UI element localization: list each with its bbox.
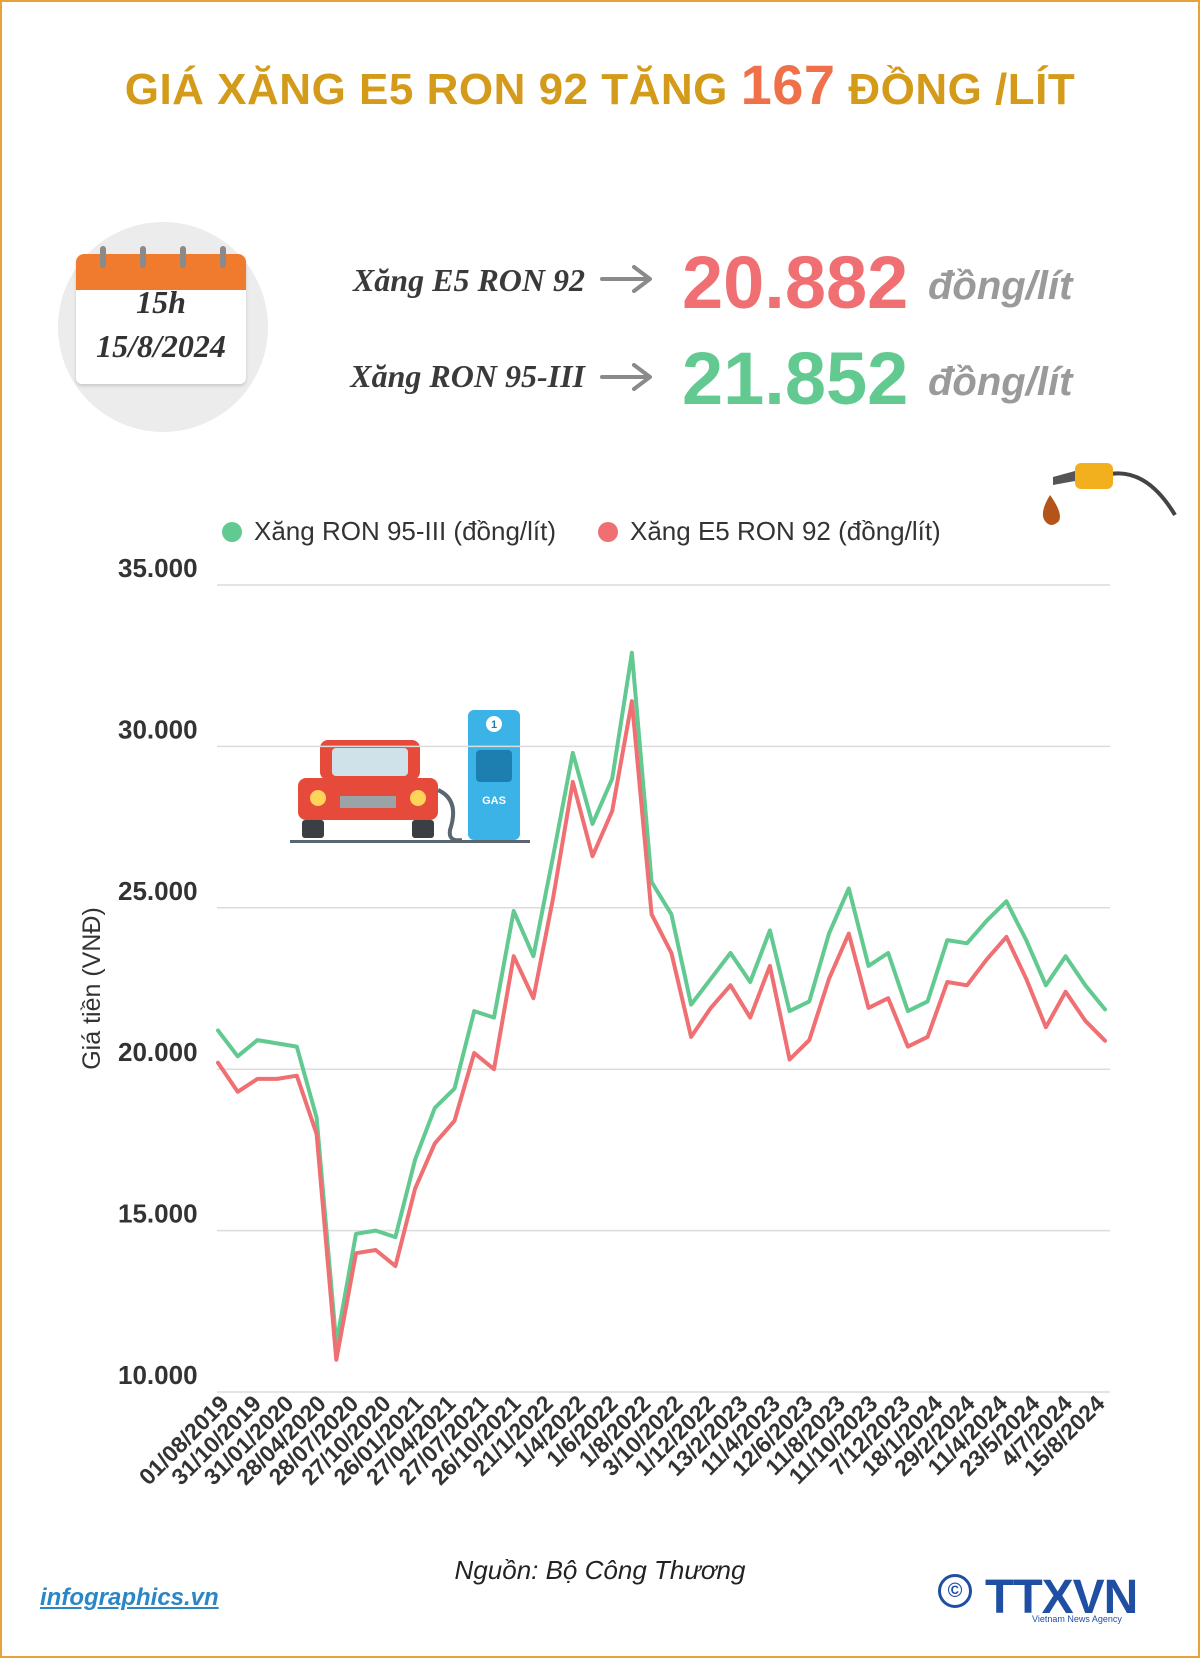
agency-subtitle: Vietnam News Agency — [1032, 1614, 1122, 1624]
series-line-e5 — [216, 699, 1107, 1362]
pump-gas-label: GAS — [482, 795, 506, 807]
y-tick-label: 35.000 — [118, 553, 198, 583]
calendar-time: 15h — [136, 284, 186, 320]
title-number: 167 — [740, 53, 836, 116]
calendar-ring — [100, 246, 106, 268]
y-tick-label: 10.000 — [118, 1360, 198, 1390]
unit-e5: đồng/lít — [928, 264, 1073, 308]
fuel-nozzle-icon — [1042, 463, 1177, 525]
price-ron95: 21.852 — [682, 337, 909, 420]
title-suffix: ĐỒNG /LÍT — [848, 65, 1076, 114]
y-tick-label: 15.000 — [118, 1199, 198, 1229]
calendar-ring — [140, 246, 146, 268]
agency-logo: TTXVN — [985, 1571, 1138, 1624]
title-prefix: GIÁ XĂNG E5 RON 92 TĂNG — [124, 65, 728, 114]
y-tick-label: 30.000 — [118, 714, 198, 744]
unit-ron95: đồng/lít — [928, 360, 1073, 404]
source-note: Nguồn: Bộ Công Thương — [454, 1555, 746, 1585]
arrow-right-icon — [600, 363, 652, 391]
calendar-ring — [220, 246, 226, 268]
arrow-right-icon — [600, 265, 652, 293]
fuel-name-ron95: Xăng RON 95-III — [350, 358, 585, 394]
price-e5: 20.882 — [682, 241, 909, 324]
legend-label: Xăng RON 95-III (đồng/lít) — [254, 516, 557, 546]
legend-ron95: Xăng RON 95-III (đồng/lít) — [222, 516, 556, 547]
legend-e5: Xăng E5 RON 92 (đồng/lít) — [598, 516, 941, 547]
site-link[interactable]: infographics.vn — [40, 1584, 219, 1611]
y-tick-label: 20.000 — [118, 1037, 198, 1067]
copyright-icon: © — [938, 1574, 972, 1608]
y-axis-label: Giá tiền (VNĐ) — [78, 907, 106, 1070]
fuel-name-e5: Xăng E5 RON 92 — [352, 262, 585, 298]
calendar-ring — [180, 246, 186, 268]
legend-label: Xăng E5 RON 92 (đồng/lít) — [630, 516, 941, 546]
y-tick-label: 25.000 — [118, 876, 198, 906]
series-line-ron95 — [216, 650, 1107, 1346]
pump-number-label: 1 — [491, 719, 497, 731]
car-gas-pump-illustration: 1 GAS — [290, 710, 530, 843]
calendar-date: 15/8/2024 — [96, 328, 226, 364]
page-title: GIÁ XĂNG E5 RON 92 TĂNG 167 ĐỒNG /LÍT — [0, 52, 1200, 117]
legend-dot — [598, 522, 618, 542]
legend-dot — [222, 522, 242, 542]
